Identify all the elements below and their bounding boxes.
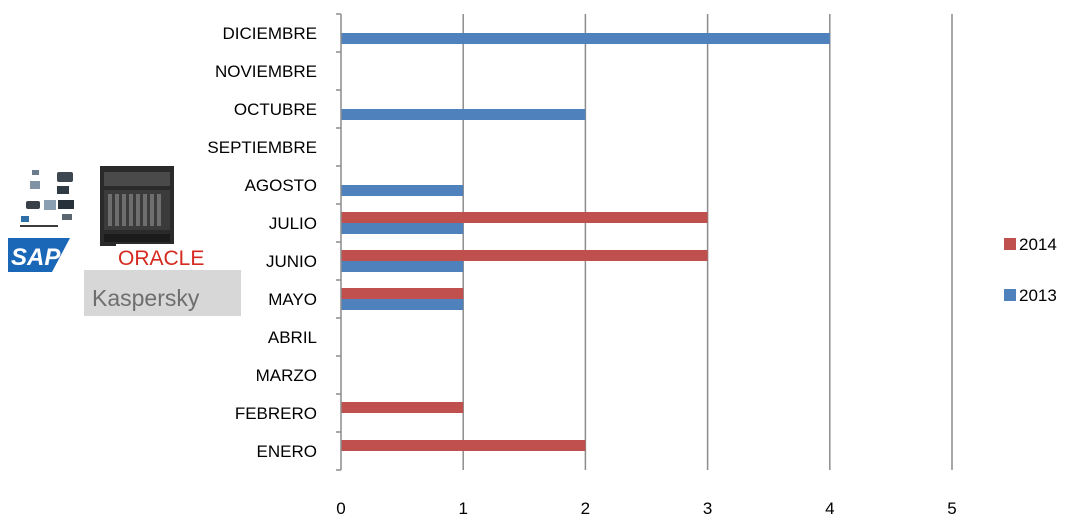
x-tick-label: 1 <box>458 499 467 518</box>
sap-logo: SAP <box>8 238 70 272</box>
gridlines <box>462 14 953 470</box>
bar-2013-junio <box>341 261 464 272</box>
category-label: JULIO <box>269 214 317 233</box>
category-label: AGOSTO <box>245 176 317 195</box>
category-label: ENERO <box>257 442 317 461</box>
bar-2014-mayo <box>341 288 464 299</box>
legend-swatch-2013 <box>1004 289 1016 301</box>
bar-2013-mayo <box>341 299 464 310</box>
legend-swatch-2014 <box>1004 238 1016 250</box>
axes <box>336 13 342 471</box>
svg-text:Kaspersky: Kaspersky <box>92 285 200 311</box>
category-label: JUNIO <box>266 252 317 271</box>
svg-text:ORACLE: ORACLE <box>118 247 204 270</box>
legend: 2014 2013 <box>1004 235 1057 305</box>
bars <box>341 33 830 451</box>
bar-2014-julio <box>341 212 708 223</box>
bar-2014-febrero <box>341 402 464 413</box>
category-label: MARZO <box>256 366 317 385</box>
legend-label-2014: 2014 <box>1019 235 1057 254</box>
svg-text:SAP: SAP <box>11 244 61 271</box>
legend-label-2013: 2013 <box>1019 286 1057 305</box>
bar-2013-agosto <box>341 185 464 196</box>
x-tick-label: 3 <box>703 499 712 518</box>
category-label: OCTUBRE <box>234 100 317 119</box>
server-chassis-image <box>100 166 174 246</box>
logo-collage: SAP ORACLE Kaspersky <box>8 166 241 316</box>
category-label: NOVIEMBRE <box>215 62 317 81</box>
bar-2013-octubre <box>341 109 586 120</box>
x-tick-label: 2 <box>581 499 590 518</box>
category-labels: ENERO FEBRERO MARZO ABRIL MAYO JUNIO JULIO AGOS… <box>207 24 317 461</box>
bar-2014-enero <box>341 440 586 451</box>
category-label: SEPTIEMBRE <box>207 138 317 157</box>
bar-2013-diciembre <box>341 33 830 44</box>
x-tick-label: 5 <box>947 499 956 518</box>
category-label: FEBRERO <box>235 404 317 423</box>
x-tick-label: 4 <box>825 499 834 518</box>
category-label: DICIEMBRE <box>223 24 317 43</box>
category-label: ABRIL <box>268 328 317 347</box>
hardware-icons <box>20 170 74 227</box>
x-tick-labels: 0 1 2 3 4 5 <box>336 499 956 518</box>
bar-2014-junio <box>341 250 708 261</box>
x-tick-label: 0 <box>336 499 345 518</box>
kaspersky-logo: Kaspersky <box>84 270 241 316</box>
category-label: MAYO <box>268 290 317 309</box>
bar-2013-julio <box>341 223 464 234</box>
oracle-logo: ORACLE <box>116 244 240 270</box>
